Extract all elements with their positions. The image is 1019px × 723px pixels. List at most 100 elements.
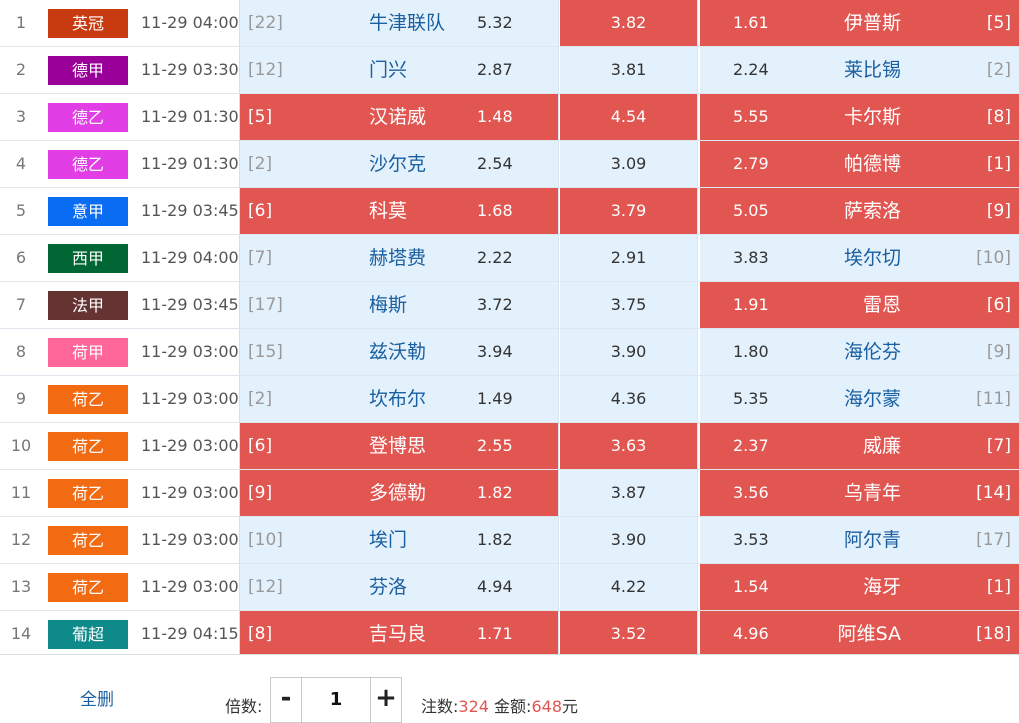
league-badge: 荷乙 <box>48 573 128 602</box>
home-win-option[interactable]: [17] 梅斯 3.72 <box>240 282 559 328</box>
row-index: 9 <box>15 389 27 408</box>
away-team: 伊普斯 <box>843 12 901 34</box>
away-win-option[interactable]: 1.91 雷恩 [6] <box>700 282 1019 328</box>
clear-all-button[interactable]: 全删 <box>80 690 114 710</box>
away-odds: 5.05 <box>733 201 769 220</box>
away-win-option[interactable]: 4.96 阿维SA [18] <box>700 611 1019 657</box>
draw-option[interactable]: 3.90 <box>560 329 698 375</box>
away-win-option[interactable]: 2.79 帕德博 [1] <box>700 141 1019 187</box>
home-win-option[interactable]: [10] 埃门 1.82 <box>240 517 559 563</box>
draw-option[interactable]: 3.63 <box>560 423 698 469</box>
draw-option[interactable]: 3.52 <box>560 611 698 657</box>
away-win-option[interactable]: 3.83 埃尔切 [10] <box>700 235 1019 281</box>
away-team: 雷恩 <box>862 294 901 316</box>
column-divider <box>239 423 240 469</box>
match-row: 8 荷甲 11-29 03:00 [15] 兹沃勒 3.94 3.90 1.80 海伦芬 [9] <box>0 329 1019 376</box>
away-win-option[interactable]: 5.55 卡尔斯 [8] <box>700 94 1019 140</box>
home-rank: [12] <box>248 577 283 597</box>
draw-option[interactable]: 3.81 <box>560 47 698 93</box>
column-divider <box>239 376 240 422</box>
away-team: 帕德博 <box>843 153 901 175</box>
away-win-option[interactable]: 3.53 阿尔青 [17] <box>700 517 1019 563</box>
home-rank: [9] <box>248 483 273 503</box>
draw-option[interactable]: 2.91 <box>560 235 698 281</box>
match-time: 11-29 03:00 <box>141 483 239 502</box>
league-cell: 法甲 <box>48 282 128 328</box>
home-win-option[interactable]: [2] 坎布尔 1.49 <box>240 376 559 422</box>
draw-option[interactable]: 4.36 <box>560 376 698 422</box>
home-rank: [22] <box>248 13 283 33</box>
away-win-option[interactable]: 1.61 伊普斯 [5] <box>700 0 1019 46</box>
home-win-option[interactable]: [7] 赫塔费 2.22 <box>240 235 559 281</box>
away-win-option[interactable]: 5.05 萨索洛 [9] <box>700 188 1019 234</box>
away-win-option[interactable]: 2.37 威廉 [7] <box>700 423 1019 469</box>
away-rank: [8] <box>986 107 1011 127</box>
match-row: 9 荷乙 11-29 03:00 [2] 坎布尔 1.49 4.36 5.35 海尔蒙 [11] <box>0 376 1019 423</box>
home-win-option[interactable]: [12] 芬洛 4.94 <box>240 564 559 610</box>
league-cell: 西甲 <box>48 235 128 281</box>
away-odds: 2.37 <box>733 436 769 455</box>
draw-option[interactable]: 4.22 <box>560 564 698 610</box>
home-team: 赫塔费 <box>369 247 427 269</box>
draw-odds: 3.87 <box>610 483 647 502</box>
away-win-option[interactable]: 1.80 海伦芬 [9] <box>700 329 1019 375</box>
draw-option[interactable]: 3.79 <box>560 188 698 234</box>
away-win-option[interactable]: 1.54 海牙 [1] <box>700 564 1019 610</box>
home-win-option[interactable]: [15] 兹沃勒 3.94 <box>240 329 559 375</box>
home-win-option[interactable]: [2] 沙尔克 2.54 <box>240 141 559 187</box>
home-win-option[interactable]: [8] 吉马良 1.71 <box>240 611 559 657</box>
league-badge: 荷乙 <box>48 385 128 414</box>
home-win-option[interactable]: [6] 登博思 2.55 <box>240 423 559 469</box>
row-index: 2 <box>15 60 27 79</box>
column-divider <box>239 188 240 234</box>
home-team: 沙尔克 <box>369 153 427 175</box>
match-time: 11-29 03:00 <box>141 530 239 549</box>
away-win-option[interactable]: 2.24 莱比锡 [2] <box>700 47 1019 93</box>
draw-option[interactable]: 4.54 <box>560 94 698 140</box>
draw-option[interactable]: 3.82 <box>560 0 698 46</box>
home-odds: 2.55 <box>477 436 513 455</box>
home-win-option[interactable]: [9] 多德勒 1.82 <box>240 470 559 516</box>
match-time: 11-29 03:00 <box>141 436 239 455</box>
match-time: 11-29 03:30 <box>141 60 239 79</box>
away-rank: [1] <box>986 154 1011 174</box>
draw-odds: 2.91 <box>610 248 647 267</box>
draw-odds: 3.90 <box>610 342 647 361</box>
home-team: 坎布尔 <box>369 388 427 410</box>
draw-option[interactable]: 3.90 <box>560 517 698 563</box>
minus-button[interactable]: - <box>271 678 302 722</box>
match-table: 1 英冠 11-29 04:00 [22] 牛津联队 5.32 3.82 1.61 伊普斯 [5]… <box>0 0 1019 658</box>
home-odds: 1.82 <box>477 483 513 502</box>
draw-option[interactable]: 3.09 <box>560 141 698 187</box>
away-win-option[interactable]: 5.35 海尔蒙 [11] <box>700 376 1019 422</box>
away-rank: [7] <box>986 436 1011 456</box>
away-rank: [10] <box>976 248 1011 268</box>
away-win-option[interactable]: 3.56 乌青年 [14] <box>700 470 1019 516</box>
home-win-option[interactable]: [12] 门兴 2.87 <box>240 47 559 93</box>
match-row: 1 英冠 11-29 04:00 [22] 牛津联队 5.32 3.82 1.61 伊普斯 [5] <box>0 0 1019 47</box>
away-odds: 5.35 <box>733 389 769 408</box>
plus-button[interactable]: + <box>370 678 401 722</box>
column-divider <box>239 47 240 93</box>
draw-option[interactable]: 3.87 <box>560 470 698 516</box>
home-win-option[interactable]: [5] 汉诺威 1.48 <box>240 94 559 140</box>
draw-odds: 4.36 <box>610 389 647 408</box>
league-cell: 德甲 <box>48 47 128 93</box>
league-cell: 荷乙 <box>48 517 128 563</box>
multiplier-input[interactable] <box>302 678 370 722</box>
away-rank: [18] <box>976 624 1011 644</box>
league-badge: 荷乙 <box>48 432 128 461</box>
home-odds: 2.87 <box>477 60 513 79</box>
home-win-option[interactable]: [6] 科莫 1.68 <box>240 188 559 234</box>
away-odds: 3.53 <box>733 530 769 549</box>
draw-odds: 3.63 <box>610 436 647 455</box>
match-row: 14 葡超 11-29 04:15 [8] 吉马良 1.71 3.52 4.96 阿维SA [18… <box>0 611 1019 658</box>
league-cell: 英冠 <box>48 0 128 46</box>
home-win-option[interactable]: [22] 牛津联队 5.32 <box>240 0 559 46</box>
away-team: 海伦芬 <box>843 341 901 363</box>
league-badge: 德甲 <box>48 56 128 85</box>
match-row: 10 荷乙 11-29 03:00 [6] 登博思 2.55 3.63 2.37 威廉 [7] <box>0 423 1019 470</box>
league-badge: 西甲 <box>48 244 128 273</box>
bet-footer: 全删 倍数: - + 注数:324 金额:648元 <box>0 654 1019 723</box>
draw-option[interactable]: 3.75 <box>560 282 698 328</box>
